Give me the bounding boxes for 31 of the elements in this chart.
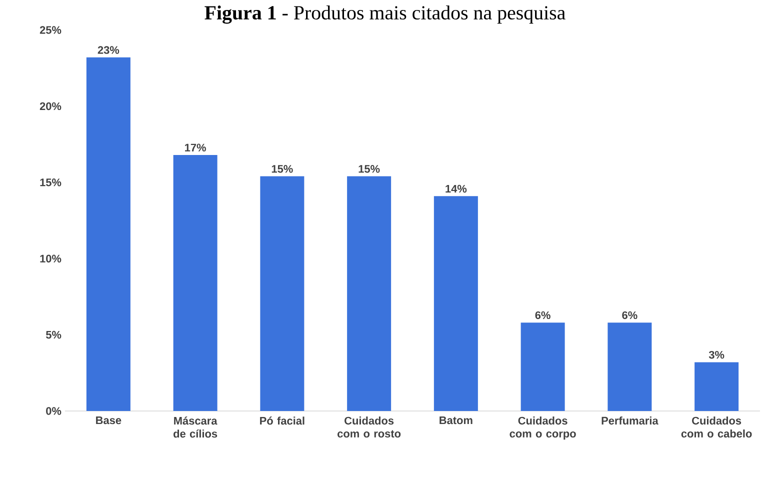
data-label: 6% <box>622 311 638 320</box>
x-tick-label: Pó facial <box>260 416 304 425</box>
bar <box>434 196 478 411</box>
y-tick-label: 5% <box>46 330 62 339</box>
bar <box>260 176 304 411</box>
y-tick-label: 0% <box>46 407 62 415</box>
data-label: 23% <box>98 46 120 54</box>
x-tick-label: Base <box>96 416 122 424</box>
bar <box>86 57 130 411</box>
data-label: 3% <box>708 350 724 359</box>
x-tick-label: Cuidados com o rosto <box>338 416 401 438</box>
y-tick-label: 10% <box>40 254 62 262</box>
x-tick-label: Batom <box>440 416 472 424</box>
chart-title: Figura 1 - Produtos mais citados na pesquisa <box>204 6 566 24</box>
x-tick-label: Perfumaria <box>602 416 658 425</box>
x-tick-label: Cuidados com o corpo <box>510 416 576 440</box>
data-label: 6% <box>535 311 550 320</box>
x-tick-label: Cuidados com o cabelo <box>681 416 752 438</box>
bar <box>347 176 392 411</box>
data-label: 15% <box>272 165 293 173</box>
bar <box>608 322 652 411</box>
x-tick-label: Máscara de cílios <box>174 416 218 438</box>
bar <box>173 154 218 411</box>
data-label: 14% <box>446 184 467 193</box>
y-tick-label: 25% <box>40 26 62 34</box>
bar <box>694 362 739 411</box>
y-tick-label: 20% <box>40 102 62 110</box>
bar <box>520 322 565 411</box>
data-label: 17% <box>185 144 206 152</box>
data-label: 15% <box>358 165 380 173</box>
y-tick-label: 15% <box>40 178 62 186</box>
